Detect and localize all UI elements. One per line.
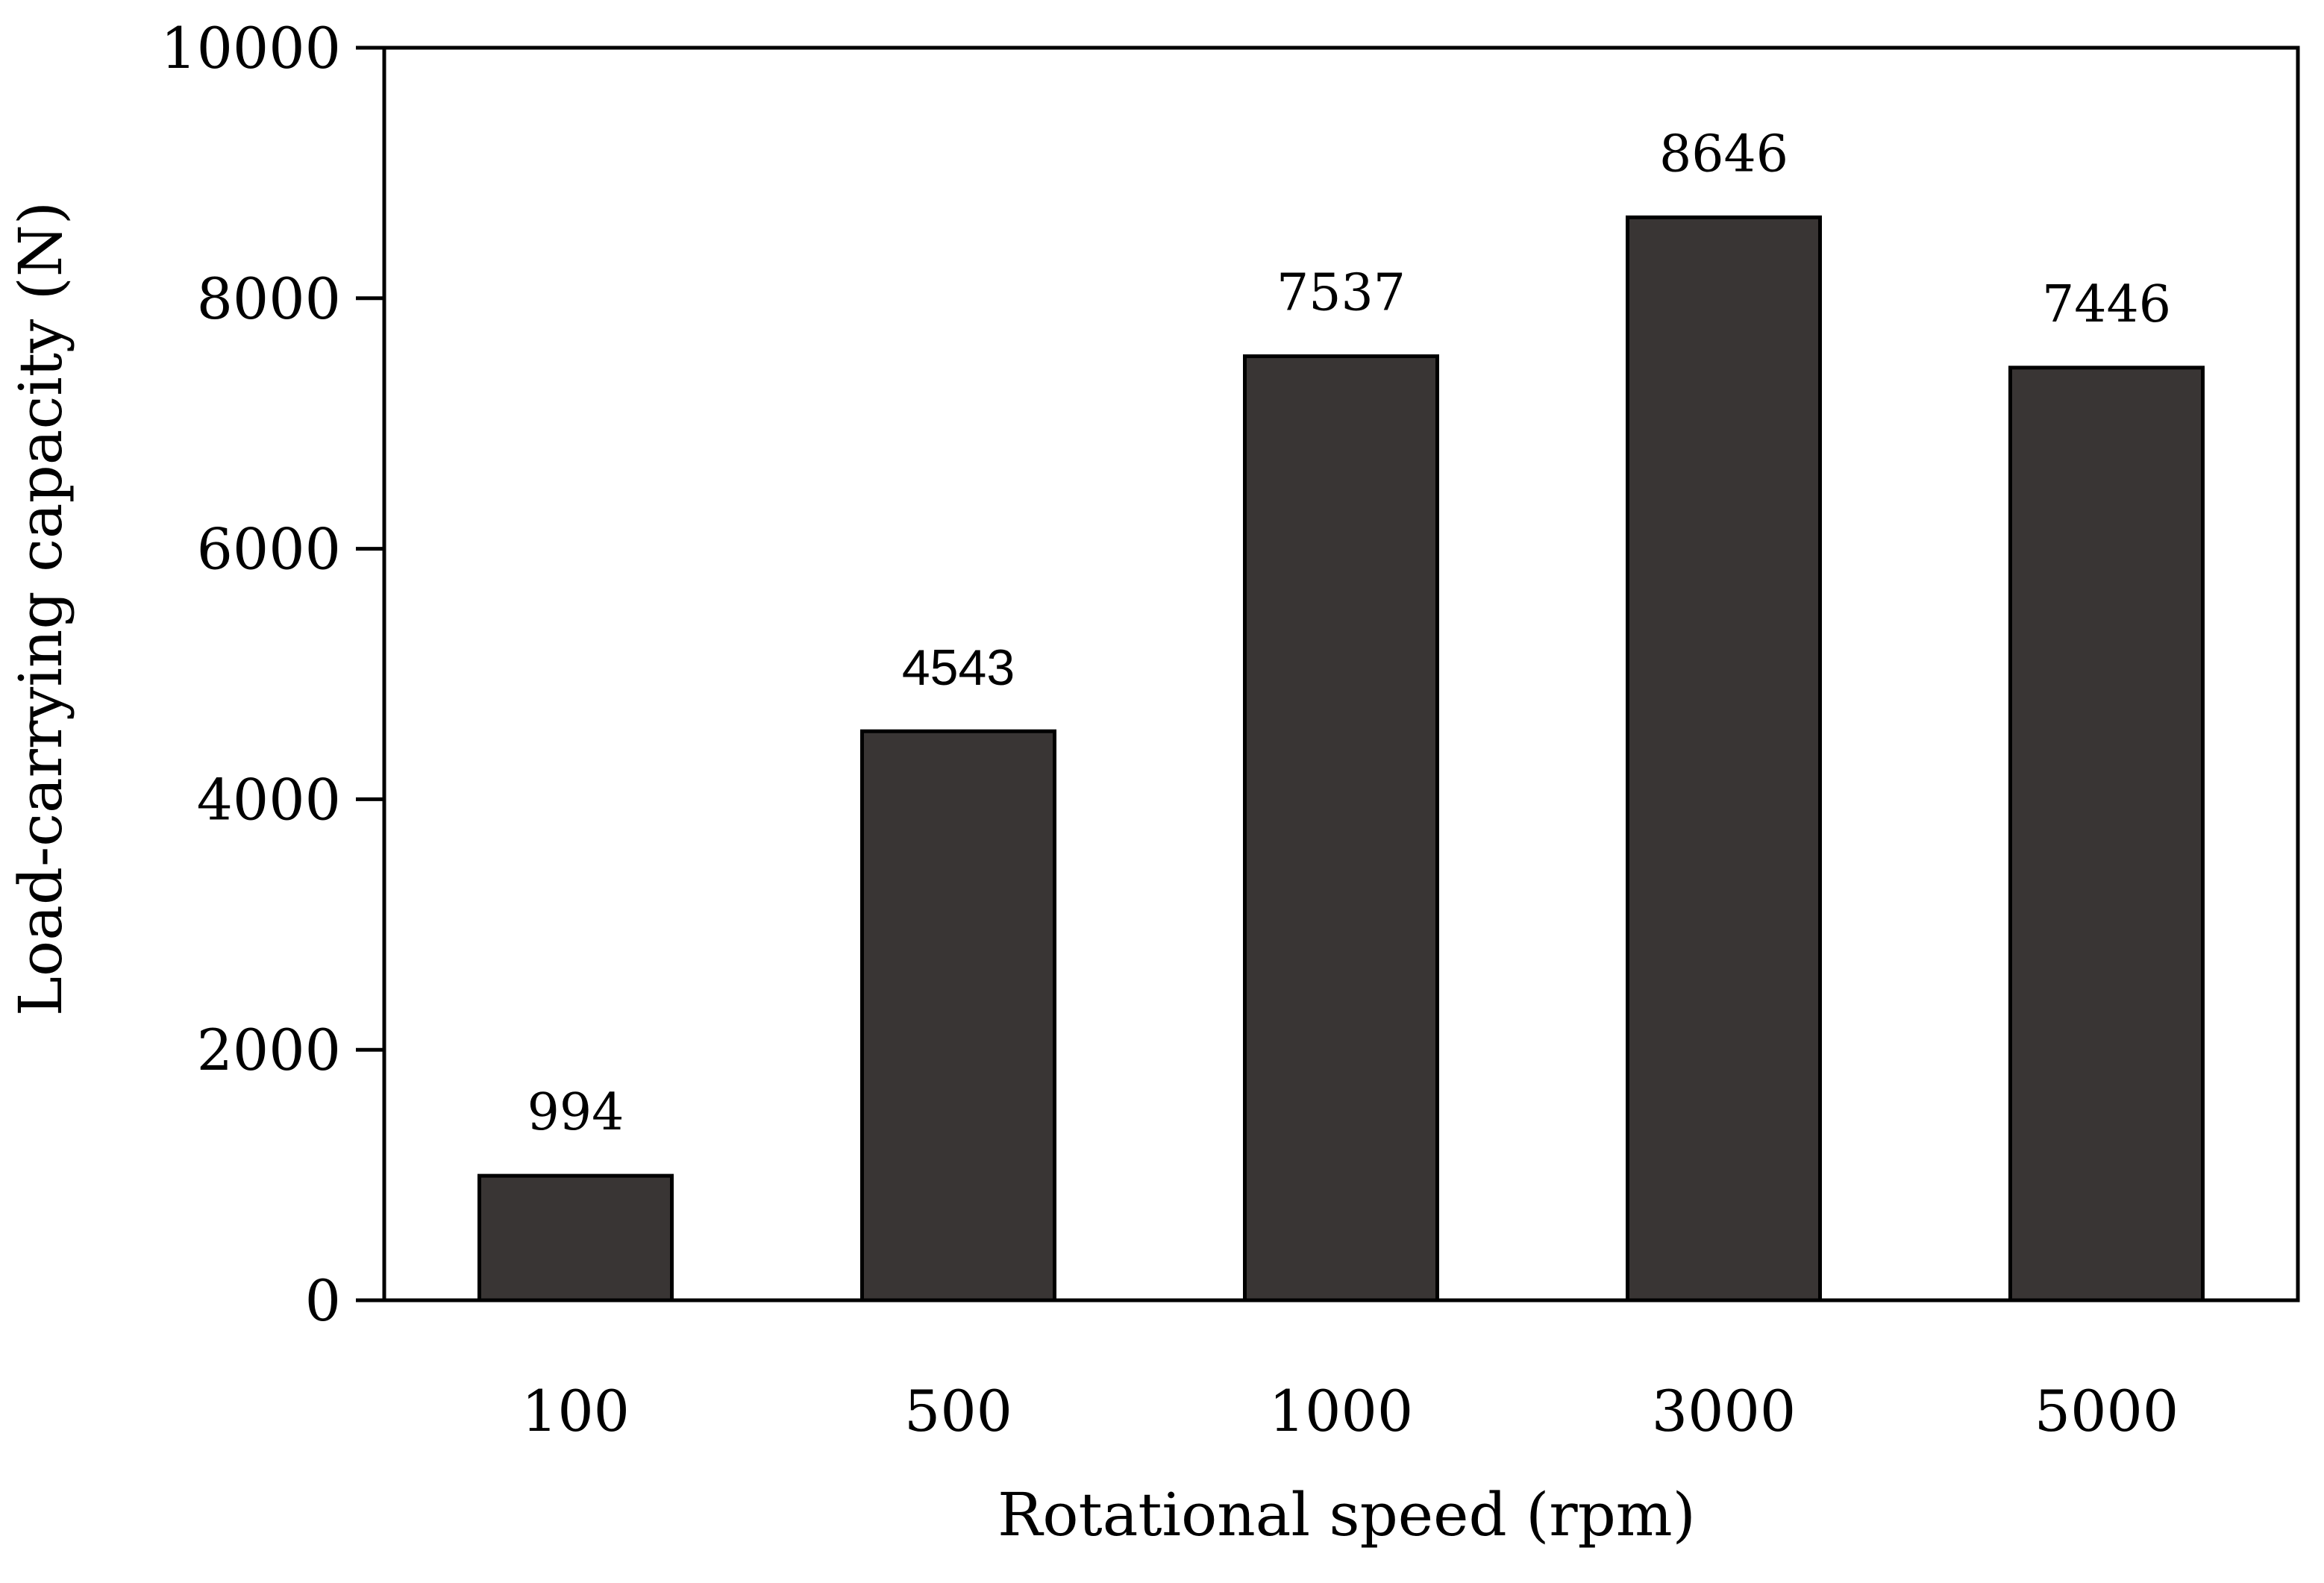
y-axis-title: Load-carrying capacity (N) <box>6 201 75 1016</box>
data-label-100: 994 <box>527 1083 624 1142</box>
y-tick-label: 6000 <box>197 516 341 583</box>
data-label-5000: 7446 <box>2042 275 2171 334</box>
bar-100 <box>477 1173 674 1303</box>
x-axis-ticks: 100 500 1000 3000 5000 <box>522 1378 2179 1444</box>
data-label-500: 4543 <box>902 639 1015 696</box>
bar-1000 <box>1243 354 1439 1303</box>
y-tick-label: 10000 <box>160 15 341 81</box>
data-labels: 994 4543 7537 8646 7446 <box>527 125 2171 1142</box>
x-axis-title: Rotational speed (rpm) <box>997 1480 1696 1549</box>
data-label-3000: 8646 <box>1659 125 1788 184</box>
bar-5000 <box>2008 366 2205 1303</box>
bar-3000 <box>1626 215 1822 1303</box>
bars <box>477 215 2205 1303</box>
y-tick-label: 8000 <box>197 266 341 332</box>
y-tick-label: 0 <box>305 1267 341 1334</box>
y-tick-label: 4000 <box>197 766 341 833</box>
y-axis-ticks: 0 2000 4000 6000 8000 10000 <box>160 15 384 1334</box>
bar-500 <box>860 729 1056 1303</box>
x-tick-label-1000: 1000 <box>1269 1378 1413 1444</box>
data-label-1000: 7537 <box>1277 264 1406 323</box>
x-tick-label-100: 100 <box>522 1378 630 1444</box>
x-tick-label-500: 500 <box>904 1378 1012 1444</box>
x-tick-label-3000: 3000 <box>1652 1378 1796 1444</box>
x-tick-label-5000: 5000 <box>2035 1378 2179 1444</box>
y-tick-label: 2000 <box>197 1017 341 1083</box>
